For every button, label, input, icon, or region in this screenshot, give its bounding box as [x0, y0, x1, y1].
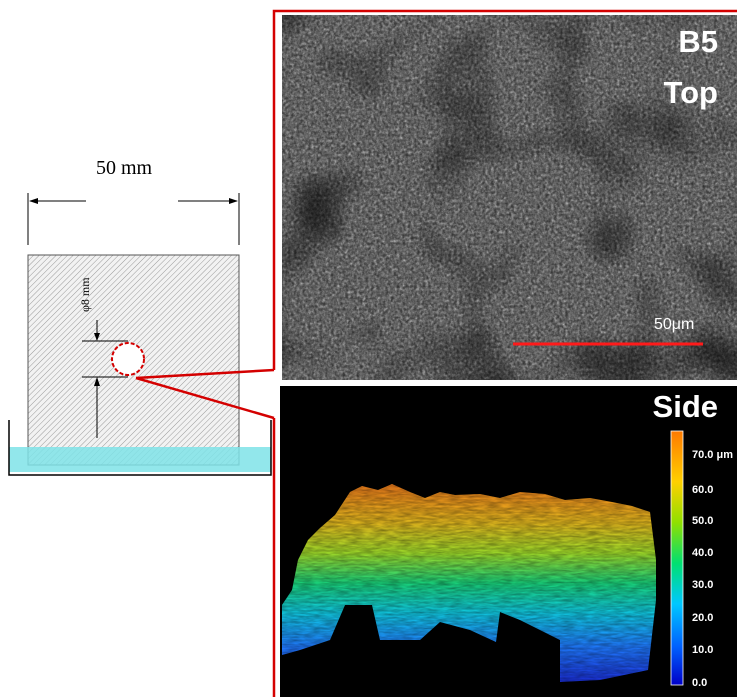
frame-top	[272, 9, 737, 370]
colorbar-tick: 30.0	[692, 579, 714, 591]
colorbar-tick: 20.0	[692, 612, 714, 624]
view-top-label: Top	[663, 75, 718, 110]
view-side-label: Side	[652, 389, 718, 424]
colorbar-tick: 10.0	[692, 644, 714, 656]
panel-divider	[277, 380, 737, 386]
schematic	[8, 193, 275, 476]
hole-diameter-label: φ8 mm	[78, 277, 92, 312]
sample-id-label: B5	[678, 24, 718, 59]
top-panel-image	[282, 15, 737, 380]
colorbar-tick: 60.0	[692, 484, 714, 496]
width-arrow-left	[29, 198, 38, 204]
water-bath	[9, 447, 271, 472]
width-label: 50 mm	[96, 157, 153, 179]
colorbar-tick: 40.0	[692, 547, 714, 559]
colorbar-tick: 0.0	[692, 677, 708, 689]
colorbar	[670, 430, 684, 686]
hole-arrow-top	[94, 333, 100, 341]
colorbar-tick: 50.0	[692, 515, 714, 527]
width-arrow-right	[229, 198, 238, 204]
colorbar-tick: 70.0 μm	[692, 449, 733, 461]
callout-line-bottom	[135, 376, 275, 420]
hole	[111, 342, 145, 376]
callout-line-top	[135, 368, 275, 380]
hole-arrow-bottom	[94, 377, 100, 386]
container	[8, 420, 272, 476]
scale-bar-label: 50μm	[654, 316, 695, 333]
